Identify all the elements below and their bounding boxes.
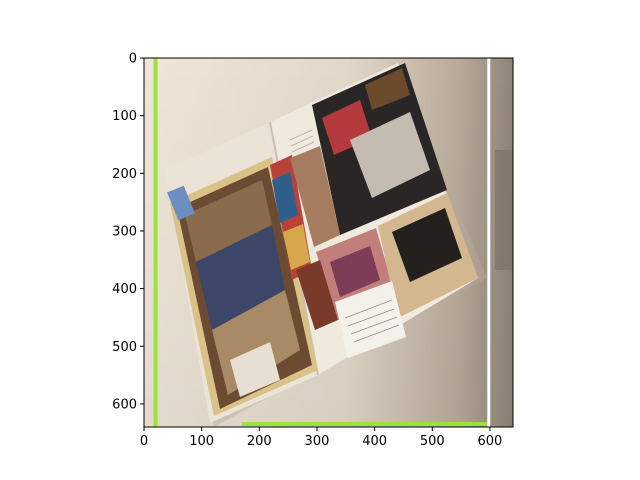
y-tick-label: 100 — [112, 109, 137, 124]
x-tick-label: 200 — [247, 434, 272, 449]
axes-frame — [143, 57, 514, 428]
x-tick-label: 400 — [362, 434, 387, 449]
y-tick-label: 400 — [112, 282, 137, 297]
right-middle-photo — [290, 146, 340, 247]
small-blue-thumbnail — [167, 185, 195, 221]
x-tick-label: 300 — [305, 434, 330, 449]
y-axis-ticks: 0 100 200 300 400 500 600 — [112, 52, 144, 412]
y-tick-label: 200 — [112, 167, 137, 182]
right-small-photo — [296, 260, 338, 330]
y-tick-label: 0 — [129, 52, 137, 67]
x-tick-label: 0 — [140, 434, 148, 449]
x-tick-label: 500 — [420, 434, 445, 449]
x-tick-label: 100 — [189, 434, 214, 449]
y-tick-label: 600 — [112, 397, 137, 412]
x-axis-ticks: 0 100 200 300 400 500 600 — [140, 427, 502, 449]
handwritten-note-area — [335, 281, 406, 358]
x-tick-label: 600 — [478, 434, 503, 449]
y-tick-label: 500 — [112, 340, 137, 355]
y-tick-label: 300 — [112, 224, 137, 239]
image-area — [144, 58, 513, 427]
